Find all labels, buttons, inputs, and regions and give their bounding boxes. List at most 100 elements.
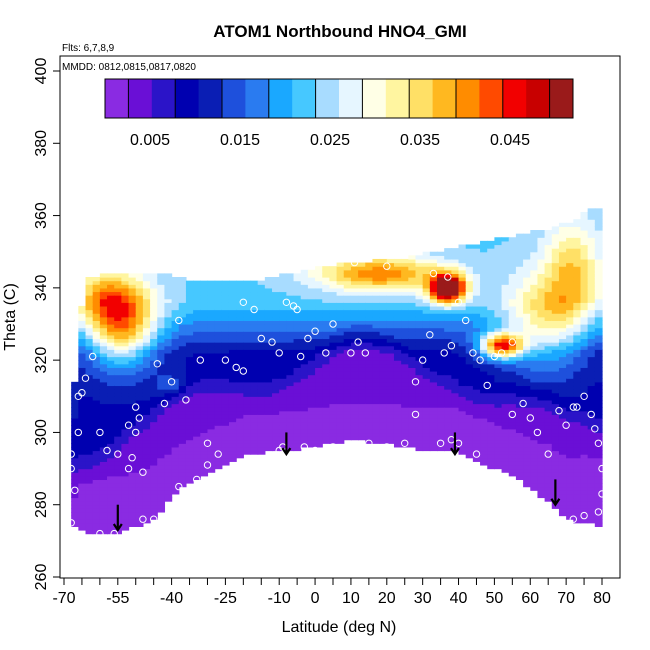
heatmap-cell xyxy=(429,439,438,444)
heatmap-cell xyxy=(85,349,94,354)
heatmap-cell xyxy=(329,313,338,318)
heatmap-cell xyxy=(150,302,158,307)
heatmap-cell xyxy=(508,313,517,318)
heatmap-cell xyxy=(573,248,582,253)
heatmap-cell xyxy=(121,479,130,484)
heatmap-cell xyxy=(594,417,603,423)
heatmap-cell xyxy=(580,302,589,307)
heatmap-cell xyxy=(393,389,402,394)
heatmap-cell xyxy=(171,313,180,318)
heatmap-cell xyxy=(587,262,596,267)
heatmap-cell xyxy=(379,324,388,329)
heatmap-cell xyxy=(386,266,395,271)
heatmap-cell xyxy=(444,389,452,394)
heatmap-cell xyxy=(372,407,381,412)
heatmap-cell xyxy=(530,309,539,314)
heatmap-cell xyxy=(121,352,130,358)
heatmap-cell xyxy=(293,316,302,321)
heatmap-cell xyxy=(92,497,101,502)
heatmap-cell xyxy=(573,475,582,481)
heatmap-cell xyxy=(279,370,287,376)
heatmap-cell xyxy=(537,436,546,441)
heatmap-cell xyxy=(150,436,158,441)
heatmap-cell xyxy=(121,428,130,434)
heatmap-cell xyxy=(573,432,582,437)
heatmap-cell xyxy=(322,432,331,437)
heatmap-cell xyxy=(573,457,582,462)
heatmap-cell xyxy=(329,298,338,303)
colorbar-swatch xyxy=(502,79,527,118)
heatmap-cell xyxy=(365,284,374,289)
heatmap-cell xyxy=(200,327,209,332)
heatmap-cell xyxy=(415,370,424,376)
heatmap-cell xyxy=(451,428,460,434)
heatmap-cell xyxy=(494,385,503,390)
heatmap-cell xyxy=(594,219,603,224)
heatmap-cell xyxy=(343,262,352,267)
heatmap-cell xyxy=(429,363,438,368)
heatmap-cell xyxy=(243,428,252,434)
heatmap-cell xyxy=(85,461,94,466)
heatmap-cell xyxy=(401,291,409,296)
heatmap-cell xyxy=(494,324,503,329)
heatmap-cell xyxy=(379,287,388,293)
colorbar-tick-label: 0.035 xyxy=(400,132,440,149)
heatmap-cell xyxy=(85,464,94,470)
heatmap-cell xyxy=(393,367,402,372)
heatmap-cell xyxy=(415,443,424,448)
heatmap-cell xyxy=(272,309,280,314)
heatmap-cell xyxy=(214,392,223,397)
heatmap-cell xyxy=(135,349,144,354)
heatmap-cell xyxy=(336,266,345,271)
heatmap-cell xyxy=(480,309,488,314)
heatmap-cell xyxy=(142,316,151,321)
heatmap-cell xyxy=(480,313,488,318)
heatmap-cell xyxy=(415,273,424,278)
heatmap-cell xyxy=(544,356,553,361)
heatmap-cell xyxy=(501,407,510,412)
heatmap-cell xyxy=(393,298,402,303)
heatmap-cell xyxy=(422,421,431,426)
heatmap-cell xyxy=(422,399,431,405)
heatmap-cell xyxy=(128,515,137,520)
heatmap-cell xyxy=(85,432,94,437)
heatmap-cell xyxy=(164,342,173,347)
heatmap-cell xyxy=(200,432,209,437)
heatmap-cell xyxy=(472,273,481,278)
heatmap-cell xyxy=(487,302,495,307)
heatmap-cell xyxy=(336,428,345,434)
heatmap-cell xyxy=(307,403,316,408)
heatmap-cell xyxy=(408,309,417,314)
heatmap-cell xyxy=(315,327,323,332)
heatmap-cell xyxy=(393,349,402,354)
heatmap-cell xyxy=(558,273,567,278)
heatmap-cell xyxy=(393,342,402,347)
heatmap-cell xyxy=(580,486,589,491)
heatmap-cell xyxy=(487,273,495,278)
sample-point xyxy=(598,464,606,473)
heatmap-cell xyxy=(372,410,381,415)
heatmap-cell xyxy=(566,305,574,311)
heatmap-cell xyxy=(386,381,395,387)
heatmap-cell xyxy=(429,327,438,332)
heatmap-cell xyxy=(566,316,574,321)
heatmap-cell xyxy=(128,497,137,502)
heatmap-cell xyxy=(171,277,180,282)
heatmap-cell xyxy=(544,320,553,325)
heatmap-cell xyxy=(350,342,359,347)
heatmap-cell xyxy=(594,472,603,477)
heatmap-cell xyxy=(300,360,309,365)
heatmap-cell xyxy=(408,414,417,419)
heatmap-cell xyxy=(207,280,216,285)
heatmap-cell xyxy=(508,345,517,350)
heatmap-cell xyxy=(458,363,467,368)
heatmap-cell xyxy=(566,360,574,365)
heatmap-cell xyxy=(164,454,173,459)
heatmap-cell xyxy=(214,417,223,423)
heatmap-cell xyxy=(78,342,87,347)
heatmap-cell xyxy=(480,320,488,325)
heatmap-cell xyxy=(128,356,137,361)
heatmap-cell xyxy=(286,428,295,434)
heatmap-cell xyxy=(350,331,359,336)
heatmap-cell xyxy=(501,370,510,376)
